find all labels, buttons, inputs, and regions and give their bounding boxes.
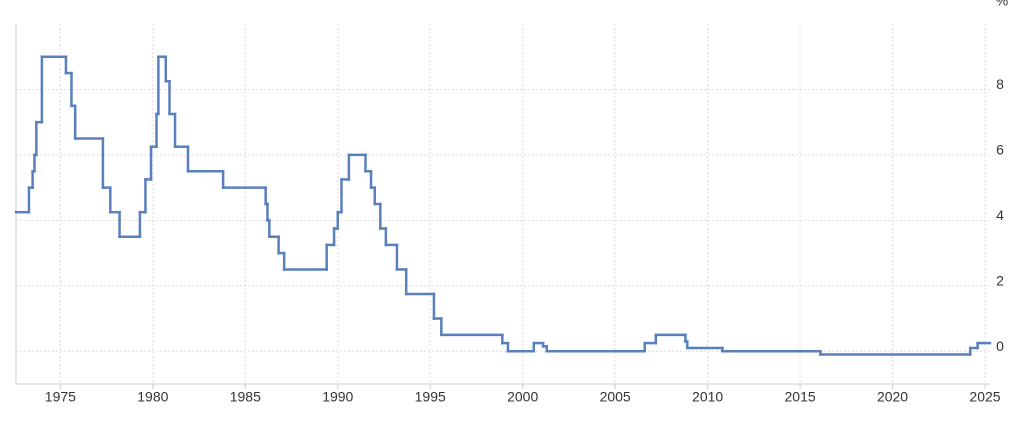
y-tick-label: 0 — [996, 338, 1004, 354]
y-tick-label: 4 — [996, 207, 1004, 223]
x-tick-label: 2015 — [785, 389, 816, 405]
x-tick-label: 1985 — [230, 389, 261, 405]
y-tick-label: 6 — [996, 142, 1004, 158]
x-tick-label: 2000 — [507, 389, 538, 405]
x-tick-label: 1975 — [45, 389, 76, 405]
x-tick-label: 1980 — [137, 389, 168, 405]
y-tick-label: 2 — [996, 273, 1004, 289]
x-tick-label: 1990 — [322, 389, 353, 405]
x-tick-label: 2020 — [877, 389, 908, 405]
x-tick-label: 1995 — [415, 389, 446, 405]
x-tick-label: 2025 — [969, 389, 1000, 405]
y-axis-unit: % — [996, 0, 1008, 9]
x-tick-label: 2010 — [692, 389, 723, 405]
y-tick-label: 8 — [996, 76, 1004, 92]
x-tick-label: 2005 — [600, 389, 631, 405]
